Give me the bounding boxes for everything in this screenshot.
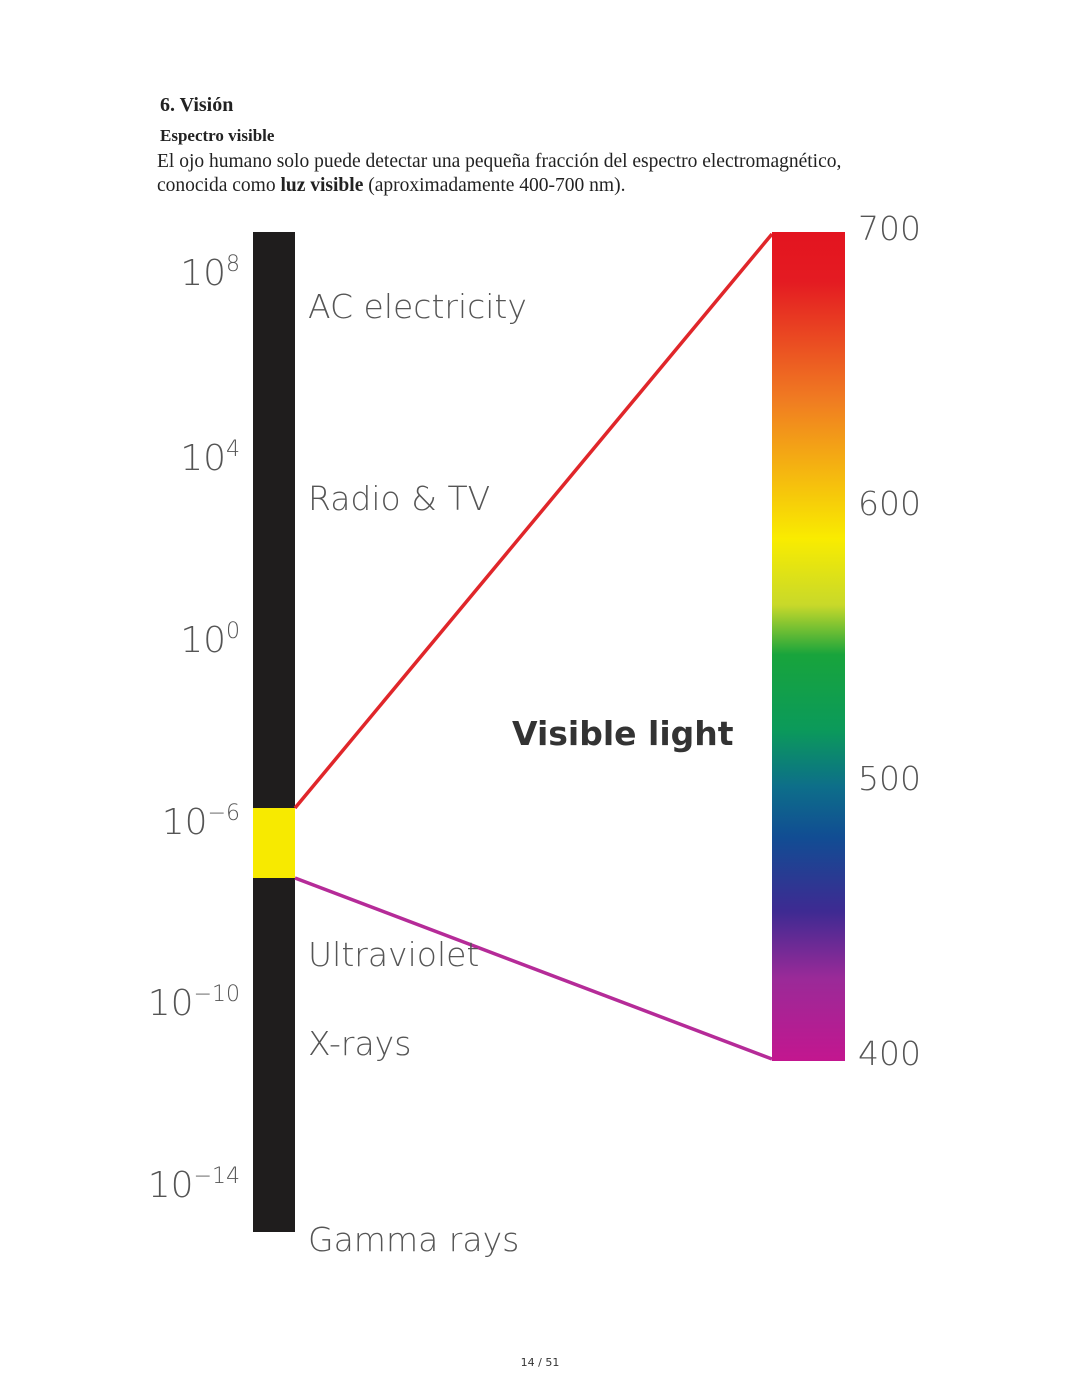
exponent: −10 xyxy=(194,982,240,1007)
exponent: 4 xyxy=(226,437,240,462)
band-label: X-rays xyxy=(308,1024,411,1063)
section-title: 6. Visión xyxy=(160,94,234,116)
base: 10 xyxy=(162,802,208,843)
exponent: −6 xyxy=(208,801,240,826)
spectrum-bar xyxy=(253,232,295,1232)
base: 10 xyxy=(148,1165,194,1206)
exponent: 0 xyxy=(226,619,240,644)
page-number: 14 / 51 xyxy=(520,1356,560,1369)
wavelength-label: 500 xyxy=(858,759,921,798)
scale-label: 10−10 xyxy=(148,982,240,1024)
scale-label: 108 xyxy=(180,252,240,294)
wavelength-label: 400 xyxy=(858,1034,921,1073)
bold-text: luz visible xyxy=(280,175,364,196)
paragraph: El ojo humano solo puede detectar una pe… xyxy=(157,150,905,198)
scale-label: 104 xyxy=(180,437,240,479)
text: El ojo humano solo puede detectar una pe… xyxy=(157,151,842,196)
scale-label: 10−14 xyxy=(148,1164,240,1206)
band-label: Ultraviolet xyxy=(308,935,479,974)
visible-light-label: Visible light xyxy=(512,714,734,753)
connector-line xyxy=(293,232,774,810)
visible-gradient xyxy=(772,232,845,1061)
wavelength-label: 700 xyxy=(858,209,921,248)
scale-label: 10−6 xyxy=(162,801,240,843)
exponent: −14 xyxy=(194,1164,240,1189)
base: 10 xyxy=(180,620,226,661)
connector-line xyxy=(294,876,773,1061)
exponent: 8 xyxy=(226,252,240,277)
base: 10 xyxy=(148,983,194,1024)
band-label: AC electricity xyxy=(308,287,527,326)
base: 10 xyxy=(180,438,226,479)
visible-band xyxy=(253,808,295,878)
subsection-title: Espectro visible xyxy=(160,126,275,145)
band-label: Radio & TV xyxy=(308,479,490,518)
wavelength-label: 600 xyxy=(858,484,921,523)
text: (aproximadamente 400-700 nm). xyxy=(363,175,626,196)
base: 10 xyxy=(180,253,226,294)
scale-label: 100 xyxy=(180,619,240,661)
band-label: Gamma rays xyxy=(308,1220,519,1259)
